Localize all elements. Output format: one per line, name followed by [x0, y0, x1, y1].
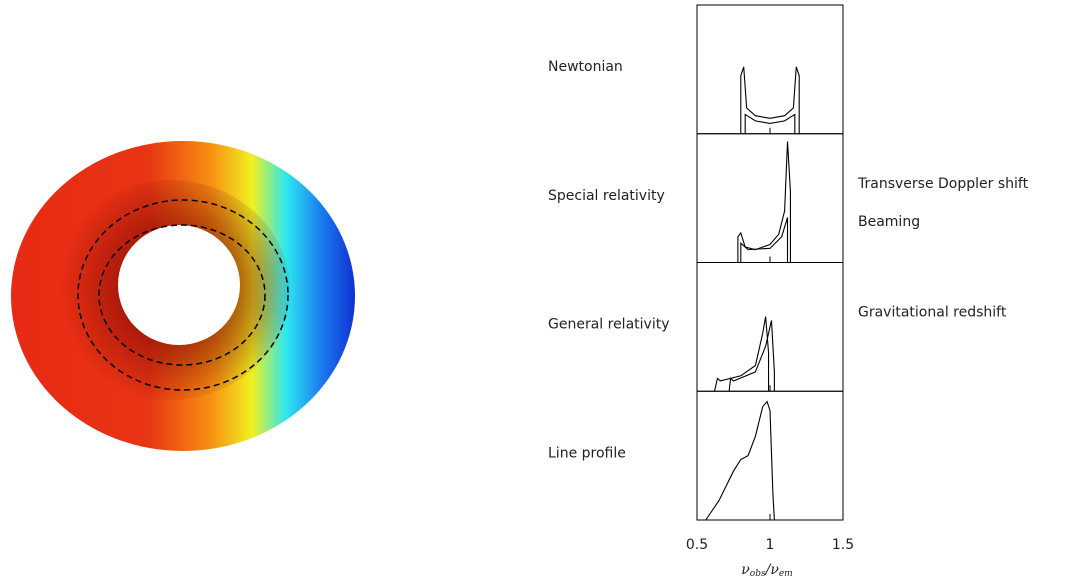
panel-label: Line profile: [548, 445, 626, 461]
panel-label: General relativity: [548, 317, 669, 333]
panel-label: Newtonian: [548, 59, 623, 75]
disk-image: [11, 141, 355, 451]
profile-line: [740, 217, 789, 263]
x-tick-label: 0.5: [686, 537, 708, 553]
panel-frame: [696, 4, 844, 135]
x-axis-label: νobs/νem: [741, 562, 792, 579]
effect-label: Beaming: [858, 214, 920, 230]
effect-label: Gravitational redshift: [858, 305, 1007, 321]
effect-label: Transverse Doppler shift: [857, 176, 1029, 192]
x-tick-label: 1.5: [832, 537, 854, 553]
panel-frame: [696, 133, 844, 263]
panel-label: Special relativity: [548, 188, 665, 204]
profile-line: [713, 316, 770, 392]
x-tick-label: 1: [766, 537, 775, 553]
profile-line: [740, 66, 800, 134]
profile-line: [705, 400, 775, 521]
profile-line: [737, 141, 791, 263]
profile-line: [744, 113, 796, 134]
profile-line: [728, 320, 775, 392]
